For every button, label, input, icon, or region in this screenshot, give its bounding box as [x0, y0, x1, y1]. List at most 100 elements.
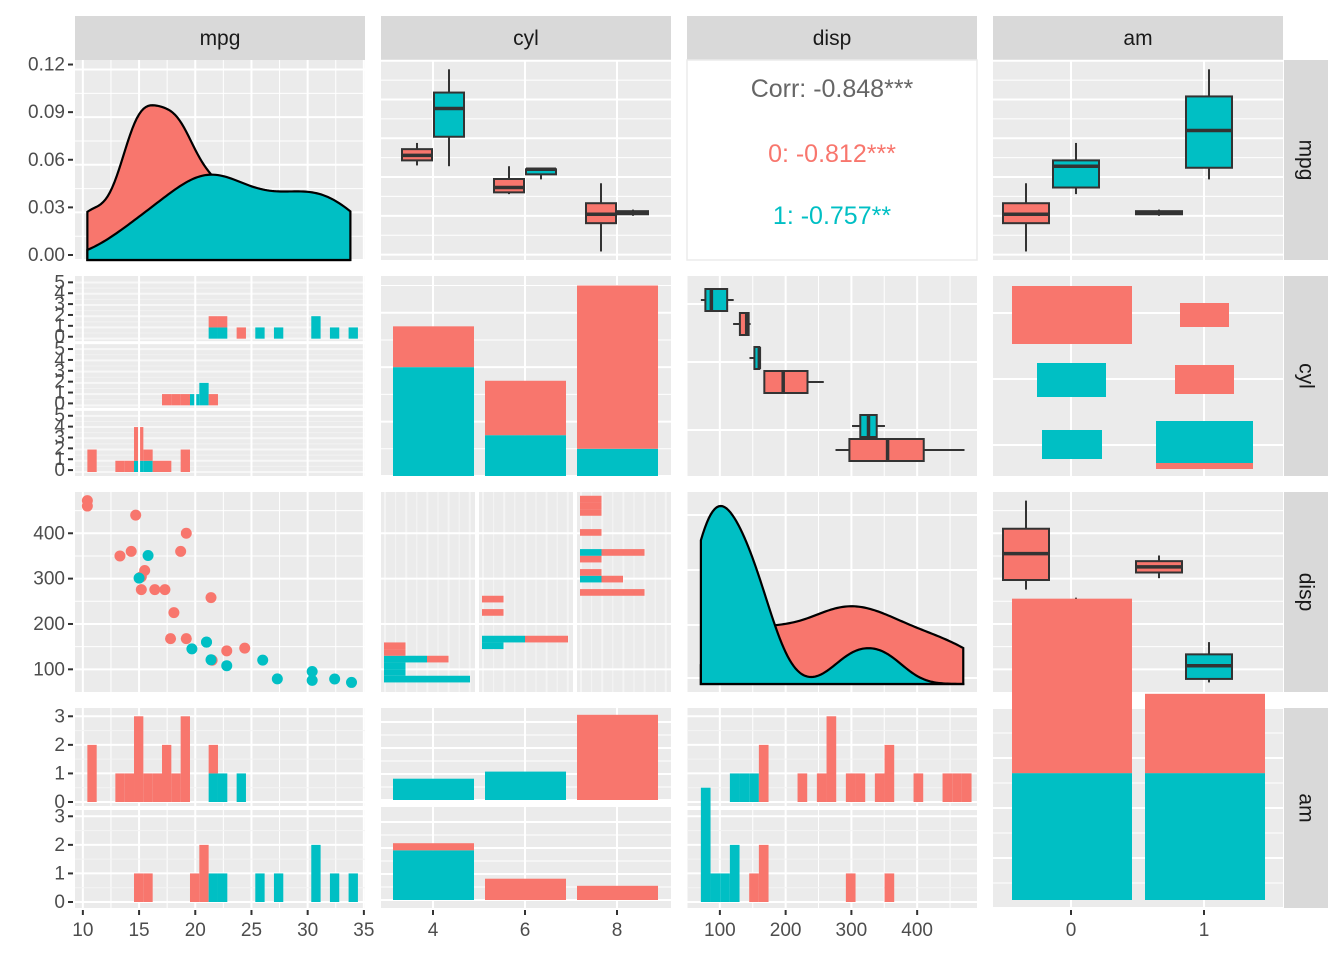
hist-bar-group-0	[855, 773, 866, 802]
hist-bar-group-0	[171, 394, 181, 406]
y-tick-label-count: 2	[54, 438, 65, 459]
box-body	[763, 370, 809, 394]
y-tick-label-count: 0	[54, 460, 65, 481]
strip-right-label-cyl: cyl	[1295, 363, 1318, 389]
hist-bar-group-1	[384, 669, 406, 676]
scatter-point-group-1	[306, 666, 318, 678]
y-tick-label-count: 0	[54, 892, 65, 913]
bar-cyl4-am1-group-1	[393, 850, 474, 900]
panel-mpg-am	[75, 708, 365, 908]
scatter-point-group-1	[142, 549, 154, 561]
x-tick-label-am: 0	[1066, 920, 1077, 941]
hist-bar-group-0	[758, 744, 769, 802]
y-tick-label-count: 2	[54, 835, 65, 856]
boxplot-am0-a	[1002, 183, 1050, 252]
hist-bar-group-0	[115, 460, 125, 472]
hist-bar-group-0	[482, 595, 504, 603]
strip-right-disp	[1284, 492, 1328, 692]
strip-top-cyl	[381, 16, 671, 60]
x-tick-label-mpg: 25	[241, 920, 262, 941]
hist-bar-group-1	[236, 773, 246, 802]
panel-mpg-disp	[75, 492, 365, 692]
y-tick-label-count: 2	[54, 372, 65, 393]
hist-bar-group-0	[601, 575, 623, 583]
x-tick-label-disp: 200	[770, 920, 802, 941]
panel-mpg-cyl	[75, 276, 365, 476]
bar-cyl4-am1-group-0	[393, 843, 474, 851]
bar-cyl8-am1-group-0	[577, 885, 658, 900]
panel-correlation: Corr: -0.848*** 0: -0.812*** 1: -0.757**	[686, 59, 978, 261]
x-tick-label-mpg: 20	[185, 920, 206, 941]
hist-bar-group-1	[348, 873, 358, 902]
strip-right-cyl	[1284, 276, 1328, 476]
correlation-group-1: 1: -0.757**	[773, 202, 891, 230]
y-tick-label-count: 1	[54, 863, 65, 884]
tile-am1-cyl8-group-0	[1180, 303, 1229, 327]
strip-label-mpg: mpg	[200, 27, 241, 50]
hist-bar-group-1	[710, 873, 721, 902]
panel-background	[687, 276, 977, 476]
hist-bar-group-0	[874, 773, 885, 802]
bar-am1-group-0	[1145, 693, 1265, 774]
hist-bar-group-0	[601, 549, 645, 556]
hist-bar-group-0	[580, 529, 602, 536]
scatter-point-group-0	[135, 584, 147, 596]
hist-bar-group-1	[729, 844, 740, 902]
hist-bar-group-1	[329, 873, 340, 902]
y-tick-label-disp: 100	[33, 659, 65, 680]
panel-am-mpg	[993, 59, 1283, 260]
hist-bar-group-0	[208, 316, 218, 328]
tile-am1-cyl6-group-0	[1175, 365, 1234, 394]
strip-top-mpg	[75, 16, 365, 60]
hist-bar-group-0	[143, 773, 153, 802]
hist-bar-group-0	[384, 649, 406, 656]
scatter-point-group-1	[257, 654, 269, 666]
scatter-point-group-0	[159, 584, 171, 596]
hist-bar-group-0	[427, 655, 449, 663]
hist-bar-group-0	[152, 460, 162, 472]
scatter-point-group-1	[205, 654, 217, 666]
boxplot-am1-a	[1135, 555, 1183, 579]
y-tick-label-count: 0	[54, 792, 65, 813]
bar-am1-group-1	[1145, 773, 1265, 900]
boxplot-cyl4-am0	[401, 142, 433, 166]
strip-top-am	[993, 16, 1283, 60]
hist-bar-group-1	[482, 642, 504, 650]
hboxplot-cyl8-am1	[852, 414, 885, 438]
hist-bar-group-1	[217, 873, 228, 902]
scatter-point-group-1	[306, 674, 318, 686]
hist-bar-group-1	[580, 575, 602, 583]
hist-bar-group-1	[217, 327, 228, 339]
strip-label-disp: disp	[813, 27, 852, 50]
scatter-point-group-1	[221, 660, 233, 672]
boxplot-am0-b	[1052, 142, 1100, 195]
strip-label-am: am	[1123, 27, 1152, 50]
scatter-point-group-0	[130, 509, 142, 521]
hist-bar-group-0	[162, 744, 172, 802]
hist-bar-group-0	[134, 716, 144, 802]
bar-cyl8-am0-group-0	[577, 714, 658, 800]
hist-bar-group-1	[720, 873, 730, 902]
scatter-point-group-0	[180, 527, 192, 539]
hist-bar-group-1	[311, 844, 321, 902]
hist-bar-group-0	[152, 773, 162, 802]
hist-bar-group-1	[208, 327, 218, 339]
y-tick-label-density: 0.12	[28, 55, 65, 76]
hist-bar-group-1	[580, 549, 602, 556]
hist-bar-group-0	[758, 844, 769, 902]
scatter-point-group-0	[221, 645, 233, 657]
x-tick-label-mpg: 15	[128, 920, 149, 941]
strip-right-am	[1284, 708, 1328, 908]
y-tick-label-count: 3	[54, 706, 65, 727]
y-tick-label-density: 0.03	[28, 197, 65, 218]
scatter-point-group-1	[271, 673, 283, 685]
hist-bar-group-0	[236, 327, 246, 339]
hist-bar-group-0	[143, 449, 153, 461]
tile-am1-cyl4-group-1	[1156, 421, 1253, 463]
scatter-point-group-0	[239, 642, 251, 654]
hist-bar-group-1	[208, 773, 218, 802]
panel-cyl-cyl	[381, 276, 671, 477]
hist-bar-group-1	[384, 655, 427, 663]
scatter-point-group-0	[175, 545, 187, 557]
